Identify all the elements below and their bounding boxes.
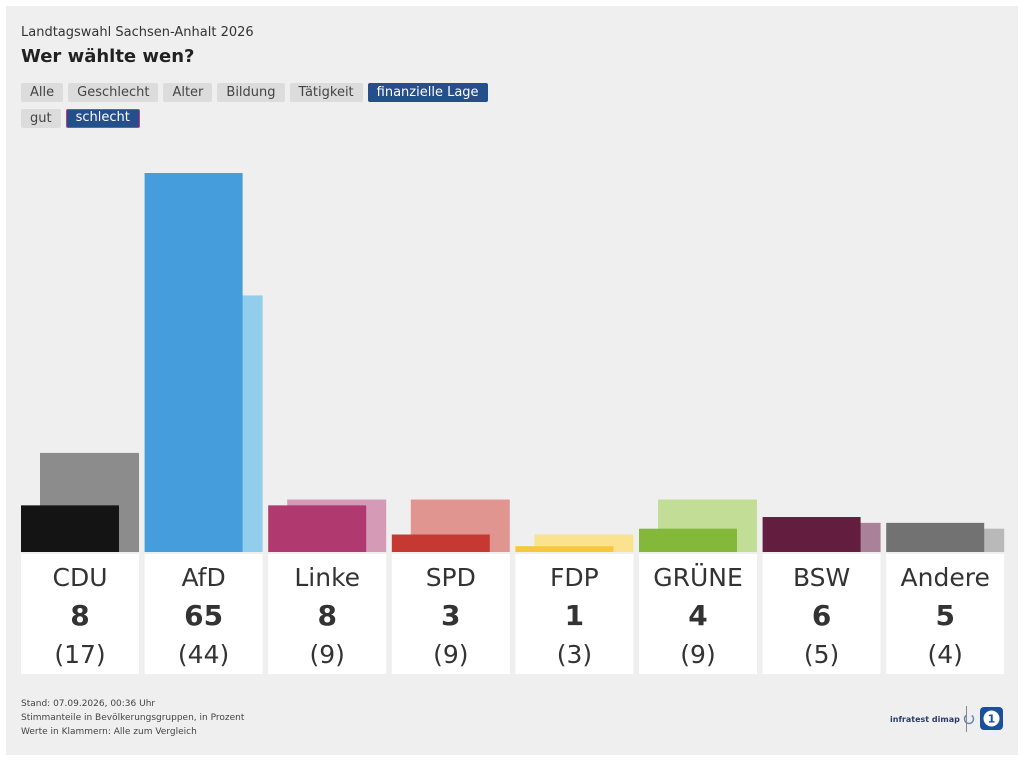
category-label-afd: AfD [181, 563, 225, 592]
value-label-andere: 5 [935, 599, 954, 632]
label-box-linke [268, 554, 387, 674]
bar-main-spd [391, 534, 490, 552]
tab-alle[interactable]: Alle [21, 83, 64, 102]
subfilter-tabs: gut schlecht [21, 109, 140, 128]
category-label-linke: Linke [294, 563, 360, 592]
compare-label-spd: (9) [433, 640, 468, 669]
value-label-spd: 3 [441, 599, 460, 632]
bar-main-afd [144, 173, 243, 552]
label-box-spd [391, 554, 510, 674]
chart-panel: Landtagswahl Sachsen-Anhalt 2026 Wer wäh… [6, 6, 1018, 755]
footer-comparison-note: Werte in Klammern: Alle zum Vergleich [21, 727, 197, 737]
category-label-spd: SPD [426, 563, 476, 592]
tab-bildung[interactable]: Bildung [217, 83, 285, 102]
footer-note: Stimmanteile in Bevölkerungsgruppen, in … [21, 713, 245, 723]
tab-alter[interactable]: Alter [163, 83, 213, 102]
tab-schlecht[interactable]: schlecht [65, 109, 140, 128]
value-label-afd: 65 [184, 599, 223, 632]
value-label-cdu: 8 [70, 599, 89, 632]
svg-text:1: 1 [988, 713, 996, 726]
ard-logo-icon: 1 [980, 707, 1003, 730]
category-label-cdu: CDU [52, 563, 107, 592]
bar-main-cdu [21, 505, 119, 552]
bar-main-gruene [639, 528, 737, 552]
compare-label-fdp: (3) [557, 640, 592, 669]
filter-tabs: Alle Geschlecht Alter Bildung Tätigkeit … [21, 83, 488, 102]
label-box-afd [144, 554, 263, 674]
bar-main-linke [268, 505, 367, 552]
infratest-logo: infratest dimap [890, 713, 975, 725]
chart-title: Wer wählte wen? [21, 46, 195, 67]
compare-label-afd: (44) [178, 640, 229, 669]
logo-divider [966, 706, 967, 732]
value-label-linke: 8 [317, 599, 336, 632]
compare-label-cdu: (17) [54, 640, 105, 669]
category-label-gruene: GRÜNE [653, 563, 743, 592]
label-box-cdu [21, 554, 139, 674]
category-label-fdp: FDP [550, 563, 599, 592]
bar-main-bsw [762, 517, 861, 552]
label-box-andere [886, 554, 1005, 674]
bar-chart: CDU8(17)AfD65(44)Linke8(9)SPD3(9)FDP1(3)… [21, 173, 1005, 674]
footer-stand: Stand: 07.09.2026, 00:36 Uhr [21, 699, 156, 709]
tab-finanzielle-lage[interactable]: finanzielle Lage [367, 83, 488, 102]
value-label-gruene: 4 [688, 599, 707, 632]
tab-gut[interactable]: gut [21, 109, 61, 128]
bar-main-andere [886, 522, 985, 552]
value-label-fdp: 1 [565, 599, 584, 632]
compare-label-linke: (9) [309, 640, 344, 669]
compare-label-andere: (4) [927, 640, 962, 669]
label-box-bsw [762, 554, 881, 674]
value-label-bsw: 6 [812, 599, 831, 632]
category-label-andere: Andere [901, 563, 990, 592]
tab-taetigkeit[interactable]: Tätigkeit [289, 83, 363, 102]
compare-label-bsw: (5) [804, 640, 839, 669]
label-box-gruene [639, 554, 757, 674]
bar-main-fdp [515, 546, 614, 552]
tab-geschlecht[interactable]: Geschlecht [68, 83, 159, 102]
infratest-swirl-icon [963, 713, 975, 725]
category-label-bsw: BSW [793, 563, 850, 592]
chart-subtitle: Landtagswahl Sachsen-Anhalt 2026 [21, 25, 254, 40]
compare-label-gruene: (9) [680, 640, 715, 669]
label-box-fdp [515, 554, 634, 674]
infratest-logo-text: infratest dimap [890, 714, 960, 724]
